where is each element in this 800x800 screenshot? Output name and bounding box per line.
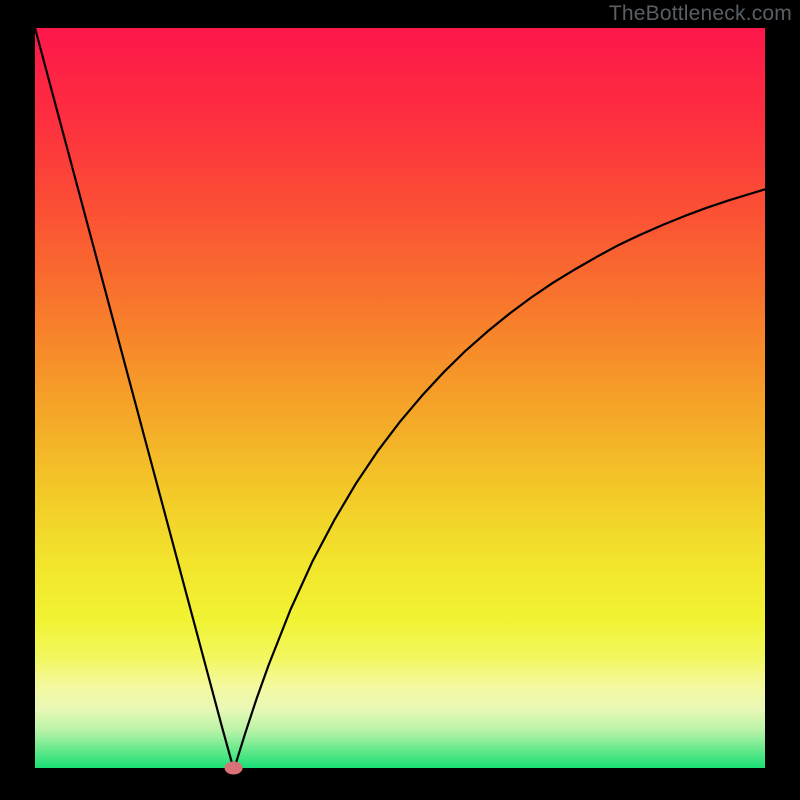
plot-background bbox=[35, 28, 765, 768]
chart-svg bbox=[0, 0, 800, 800]
watermark-text: TheBottleneck.com bbox=[609, 2, 792, 26]
chart-container: TheBottleneck.com bbox=[0, 0, 800, 800]
minimum-marker bbox=[225, 762, 243, 775]
